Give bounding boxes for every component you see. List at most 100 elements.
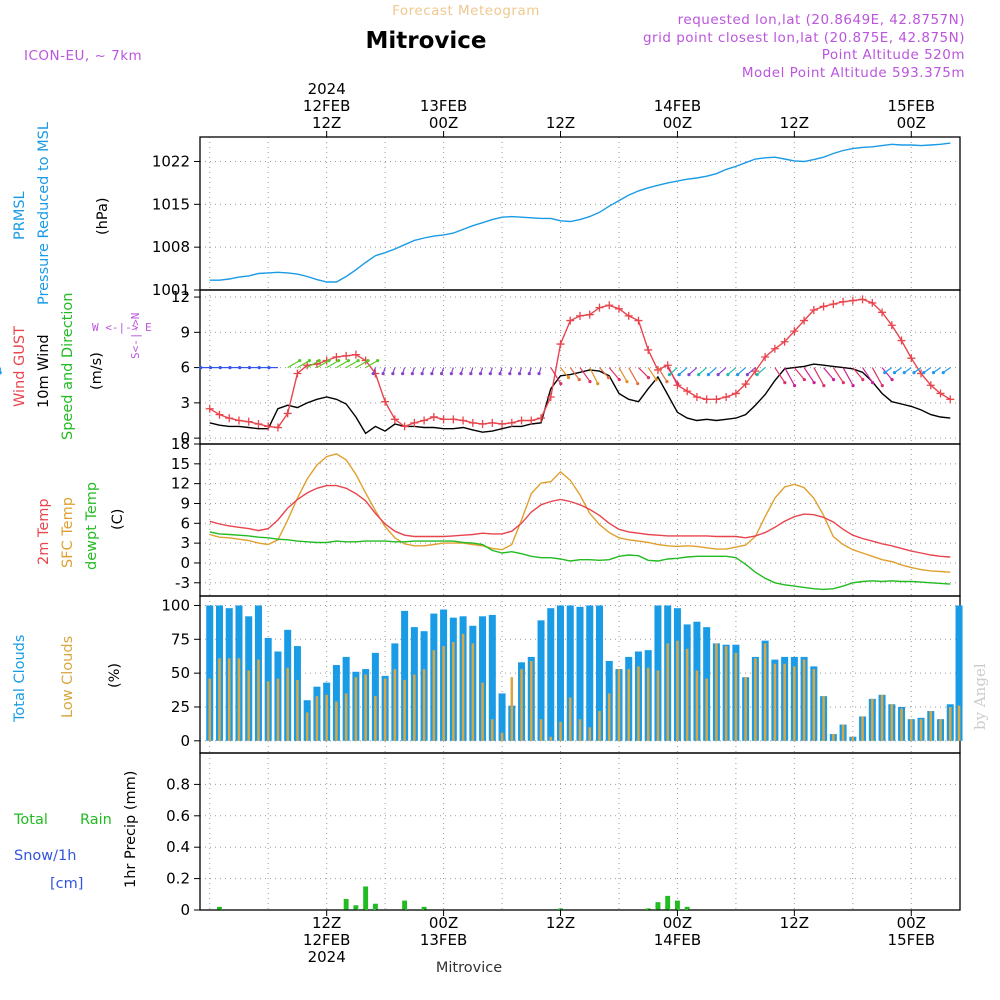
wind-direction-arrow bbox=[803, 367, 815, 383]
bottom-time-label: 00Z bbox=[897, 914, 926, 932]
total-cloud-bar bbox=[488, 614, 496, 741]
rain-bar bbox=[343, 899, 349, 910]
rain-bar bbox=[217, 906, 222, 910]
wind-direction-arrow bbox=[737, 367, 747, 376]
gust-marker bbox=[566, 316, 575, 325]
rain-bar bbox=[372, 903, 378, 910]
wind-direction-arrow bbox=[306, 360, 320, 369]
low-cloud-bar bbox=[461, 633, 465, 741]
wind-arrow-head bbox=[822, 383, 826, 388]
low-cloud-bar bbox=[676, 640, 679, 741]
wind-arrow-head bbox=[449, 371, 453, 376]
wind-arrow-head bbox=[676, 381, 680, 386]
rain-bar bbox=[353, 905, 359, 910]
bottom-time-label: 2024 bbox=[308, 948, 346, 966]
gust-marker bbox=[381, 397, 390, 406]
model-altitude: Model Point Altitude 593.375m bbox=[742, 65, 965, 81]
gust-marker bbox=[264, 422, 273, 431]
rain-bar bbox=[655, 902, 661, 910]
top-time-label: 12Z bbox=[546, 114, 575, 132]
location-title: Mitrovice bbox=[365, 28, 486, 54]
gust-marker bbox=[770, 344, 779, 353]
gust-marker bbox=[400, 422, 409, 431]
y-tick-label: 0.8 bbox=[166, 775, 190, 793]
wind-arrow-head bbox=[677, 372, 681, 377]
wind-direction-arrow bbox=[550, 367, 562, 384]
gust-marker bbox=[712, 395, 721, 404]
low-cloud-bar bbox=[208, 678, 212, 741]
wind-arrow-head bbox=[802, 377, 806, 382]
wind-direction-arrow bbox=[657, 367, 668, 382]
wind-unit: (m/s) bbox=[89, 352, 105, 390]
low-cloud-bar bbox=[549, 736, 553, 741]
wind-arrow-head bbox=[851, 383, 855, 388]
wind-arrow-head bbox=[783, 380, 787, 385]
gust-marker bbox=[459, 416, 468, 425]
wind-arrow-head bbox=[208, 365, 213, 370]
wind-arrow-head bbox=[665, 379, 669, 384]
gust-marker bbox=[244, 417, 253, 426]
wind-arrow-head bbox=[625, 379, 629, 384]
low-cloud-bar bbox=[822, 696, 825, 741]
total-cloud-bar bbox=[479, 616, 487, 741]
y-tick-label: 0 bbox=[180, 429, 190, 447]
gust-marker bbox=[527, 416, 536, 425]
wind-arrow-head bbox=[199, 365, 203, 370]
wind-arrow-head bbox=[667, 372, 672, 377]
gust-marker bbox=[907, 354, 916, 363]
total-cloud-bar bbox=[586, 605, 594, 741]
wind-arrow-head bbox=[931, 370, 936, 375]
rain-bar bbox=[402, 900, 408, 910]
wind-arrow-head bbox=[883, 370, 887, 375]
wind10-line bbox=[209, 363, 951, 435]
gust-marker bbox=[546, 392, 555, 401]
wind-direction-arrow bbox=[355, 360, 369, 369]
low-cloud-bar bbox=[354, 677, 358, 741]
wind-direction-arrow bbox=[667, 367, 679, 384]
gust-marker bbox=[517, 416, 526, 425]
wind-arrow-head bbox=[371, 371, 375, 376]
rain-bar bbox=[684, 906, 690, 910]
low-cloud-bar bbox=[257, 659, 260, 741]
panel-frame bbox=[199, 443, 961, 597]
top-time-label: 14FEB bbox=[654, 97, 701, 115]
low-cloud-bar bbox=[510, 677, 514, 741]
top-time-label: 12FEB bbox=[303, 97, 350, 115]
wind-direction-arrow bbox=[793, 367, 805, 380]
low-cloud-bar bbox=[783, 663, 786, 741]
gust-marker bbox=[800, 316, 809, 325]
precip-labels: Total Rain Snow/1h [cm] 1hr Precip (mm) bbox=[13, 771, 139, 892]
rain-bar bbox=[665, 895, 671, 910]
rain-bar bbox=[674, 900, 680, 910]
total-cloud-bar bbox=[401, 610, 409, 741]
low-cloud-bar bbox=[705, 678, 708, 741]
wind-direction-arrow bbox=[287, 360, 300, 369]
bottom-time-label: 12FEB bbox=[303, 931, 350, 949]
gust-marker bbox=[507, 418, 516, 427]
low-cloud-bar bbox=[491, 719, 494, 741]
low-cloud-bar bbox=[471, 643, 475, 741]
gust-marker bbox=[585, 310, 594, 319]
wind-direction-arrow bbox=[678, 367, 688, 376]
top-time-label: 2024 bbox=[308, 80, 346, 98]
wind-arrow-head bbox=[366, 358, 370, 363]
low-cloud-bar bbox=[442, 646, 445, 741]
wind-arrow-head bbox=[356, 358, 360, 363]
low-cloud-bar bbox=[276, 678, 280, 741]
wind-arrow-head bbox=[381, 371, 385, 376]
low-cloud-bar bbox=[832, 734, 835, 741]
wind-arrow-head bbox=[307, 358, 312, 363]
low-cloud-bar bbox=[344, 693, 348, 741]
top-time-label: 00Z bbox=[897, 114, 926, 132]
low-cloud-bar bbox=[218, 658, 221, 741]
total-cloud-bar bbox=[955, 605, 963, 741]
temp-unit: (C) bbox=[110, 509, 126, 530]
wind-arrow-head bbox=[337, 358, 341, 363]
y-tick-label: -3 bbox=[175, 574, 190, 592]
gust-marker bbox=[829, 300, 838, 309]
y-tick-label: 25 bbox=[171, 698, 190, 716]
low-cloud-bar bbox=[763, 643, 767, 741]
wind-arrow-head bbox=[228, 365, 232, 370]
low-cloud-bar bbox=[315, 696, 319, 741]
total-cloud-bar bbox=[557, 605, 565, 741]
